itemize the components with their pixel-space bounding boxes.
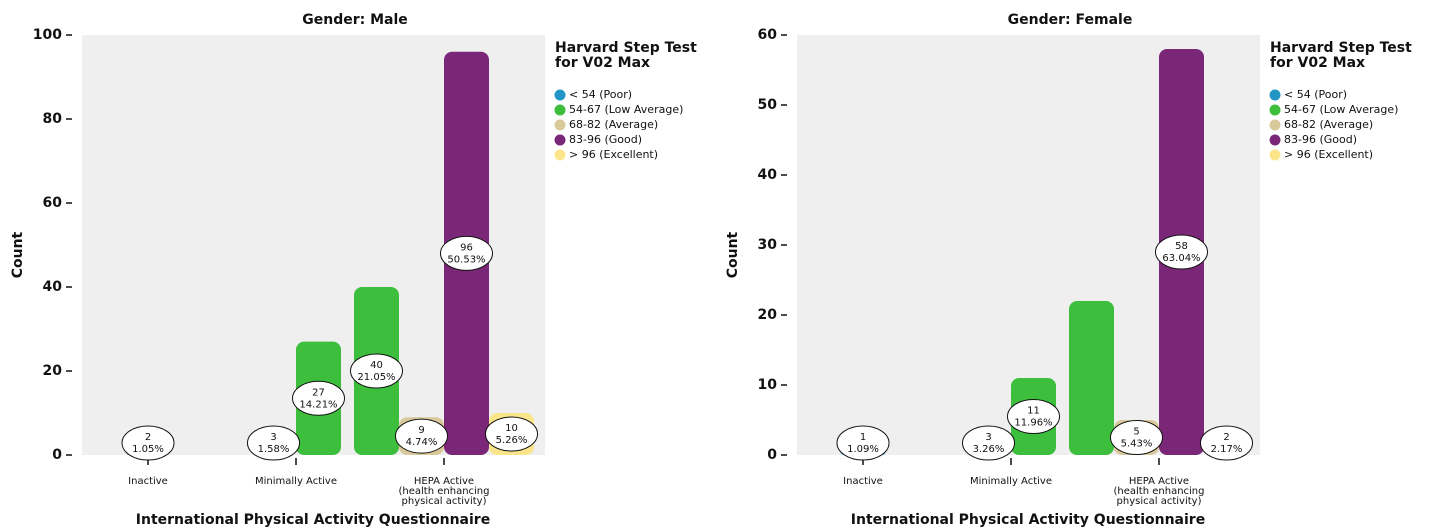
legend-label: 83-96 (Good)	[569, 133, 642, 146]
data-label-percent: 2.17%	[1211, 444, 1243, 455]
data-label-bubble	[350, 353, 403, 389]
data-label: 40	[370, 360, 383, 371]
chart-title: Gender: Male	[302, 12, 408, 28]
data-label-bubble	[962, 425, 1015, 461]
data-label-percent: 11.96%	[1014, 418, 1052, 429]
x-tick-label: Inactive	[128, 476, 168, 487]
x-tick-label: HEPA Active (health enhancing physical act…	[399, 476, 490, 507]
y-tick-label: 10	[758, 377, 778, 393]
data-label: 27	[312, 387, 325, 398]
data-label-bubble	[292, 380, 345, 416]
legend-swatch	[554, 89, 566, 101]
legend-swatch	[554, 134, 566, 146]
legend-label: > 96 (Excellent)	[569, 148, 658, 161]
y-tick-label: 60	[758, 27, 778, 43]
y-tick-label: 60	[43, 195, 63, 211]
data-label: 11	[1027, 406, 1040, 417]
data-label-bubble	[485, 416, 538, 452]
legend-title: Harvard Step Test for V02 Max	[1270, 40, 1412, 71]
legend-label: 68-82 (Average)	[569, 118, 658, 131]
legend-label: 54-67 (Low Average)	[1284, 103, 1398, 116]
legend-label: 68-82 (Average)	[1284, 118, 1373, 131]
y-tick-label: 80	[43, 111, 63, 127]
y-axis-label: Count	[10, 231, 26, 278]
legend-label: > 96 (Excellent)	[1284, 148, 1373, 161]
x-tick-label: Minimally Active	[970, 476, 1052, 487]
data-label-percent: 5.26%	[496, 435, 528, 446]
x-axis-label: International Physical Activity Question…	[851, 512, 1205, 528]
data-label: 10	[505, 423, 518, 434]
legend-swatch	[554, 119, 566, 131]
legend-swatch	[1269, 104, 1281, 116]
data-label-percent: 50.53%	[447, 254, 485, 265]
x-tick-label: Minimally Active	[255, 476, 337, 487]
legend-label: < 54 (Poor)	[1284, 88, 1347, 101]
data-label: 2	[1223, 432, 1229, 443]
data-label-percent: 3.26%	[973, 444, 1005, 455]
y-tick-label: 30	[758, 237, 778, 253]
y-tick-label: 0	[52, 447, 62, 463]
y-tick-label: 20	[758, 307, 778, 323]
legend-label: 83-96 (Good)	[1284, 133, 1357, 146]
data-label-bubble	[836, 425, 890, 461]
data-label-percent: 14.21%	[299, 399, 337, 410]
data-label-bubble	[121, 425, 175, 461]
data-label: 3	[270, 432, 276, 443]
x-tick-label: Inactive	[843, 476, 883, 487]
legend-label: 54-67 (Low Average)	[569, 103, 683, 116]
data-label-bubble	[1155, 234, 1208, 270]
legend-swatch	[554, 104, 566, 116]
data-label-percent: 1.05%	[132, 444, 164, 455]
y-tick-label: 0	[767, 447, 777, 463]
chart-title: Gender: Female	[1008, 12, 1133, 28]
data-label-percent: 1.58%	[258, 444, 290, 455]
data-label-percent: 63.04%	[1162, 253, 1200, 264]
data-label: 5	[1133, 427, 1139, 438]
legend-title: Harvard Step Test for V02 Max	[555, 40, 697, 71]
data-label-bubble	[1200, 425, 1253, 461]
data-label-percent: 5.43%	[1121, 439, 1153, 450]
data-label-bubble	[1110, 420, 1163, 455]
y-tick-label: 40	[43, 279, 63, 295]
data-label-percent: 21.05%	[357, 372, 395, 383]
data-label: 96	[460, 242, 473, 253]
y-tick-label: 100	[33, 27, 62, 43]
legend-swatch	[1269, 134, 1281, 146]
x-axis-label: International Physical Activity Question…	[136, 512, 490, 528]
data-label-bubble	[1007, 399, 1060, 434]
y-tick-label: 20	[43, 363, 63, 379]
data-label: 9	[418, 425, 424, 436]
data-label-percent: 4.74%	[406, 437, 438, 448]
y-axis-label: Count	[725, 231, 741, 278]
legend-swatch	[554, 149, 566, 161]
data-label-percent: 1.09%	[847, 444, 879, 455]
data-label-bubble	[440, 235, 493, 271]
legend-swatch	[1269, 89, 1281, 101]
legend-swatch	[1269, 149, 1281, 161]
bar	[1069, 301, 1114, 455]
legend-swatch	[1269, 119, 1281, 131]
data-label: 58	[1175, 241, 1188, 252]
y-tick-label: 50	[758, 97, 778, 113]
y-tick-label: 40	[758, 167, 778, 183]
x-tick-label: HEPA Active (health enhancing physical act…	[1114, 476, 1205, 507]
data-label: 1	[860, 432, 866, 443]
data-label: 3	[985, 432, 991, 443]
data-label: 2	[145, 432, 151, 443]
data-label-bubble	[247, 425, 300, 461]
data-label-bubble	[395, 418, 448, 454]
legend-label: < 54 (Poor)	[569, 88, 632, 101]
